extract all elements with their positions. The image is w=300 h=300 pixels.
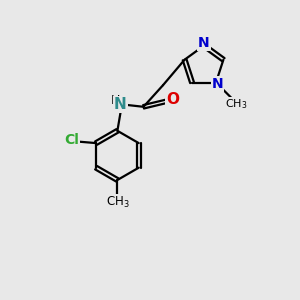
Text: N: N [212, 77, 223, 91]
Text: N: N [198, 36, 210, 50]
Text: CH$_3$: CH$_3$ [106, 195, 129, 210]
Text: N: N [114, 97, 127, 112]
Text: H: H [111, 94, 120, 107]
Text: Cl: Cl [64, 133, 79, 147]
Text: CH$_3$: CH$_3$ [225, 98, 247, 111]
Text: O: O [166, 92, 179, 107]
